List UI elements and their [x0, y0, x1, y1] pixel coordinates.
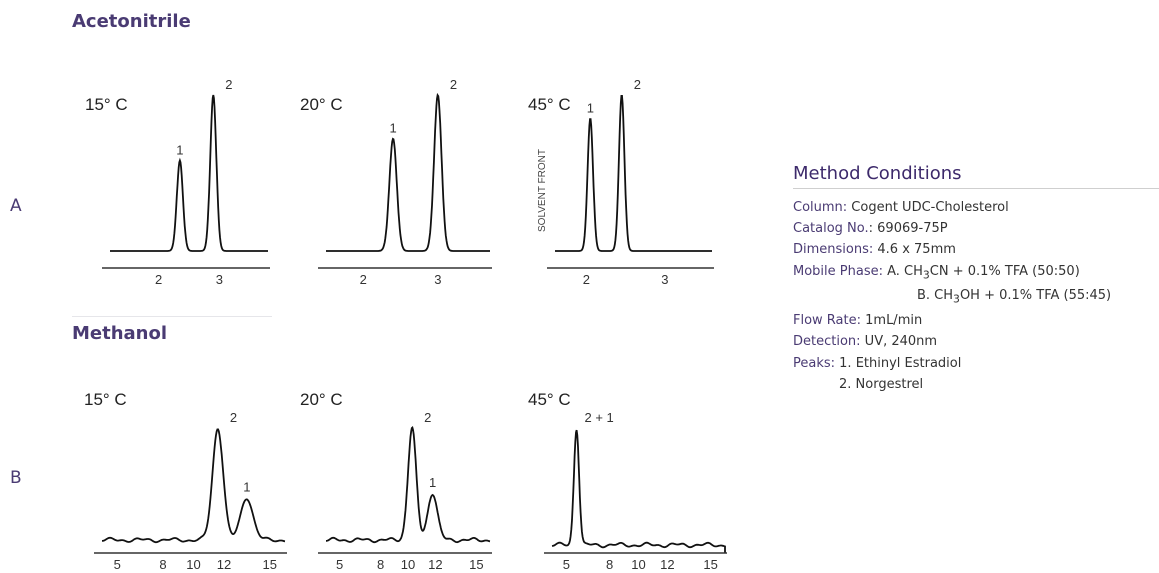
chromatogram-trace: [110, 94, 268, 252]
x-tick-label: 2: [360, 272, 367, 287]
method-conditions-panel: Method Conditions Column: Cogent UDC-Cho…: [793, 163, 1159, 395]
peak-label: 2: [225, 77, 232, 92]
chromatogram-trace: [326, 92, 490, 252]
x-tick-label: 15: [263, 557, 277, 572]
detection-line: Detection: UV, 240nm: [793, 334, 938, 350]
chart-title: 20° C: [300, 95, 343, 114]
peak-label: 1: [429, 475, 436, 490]
dimensions-line: Dimensions: 4.6 x 75mm: [793, 242, 956, 258]
x-tick-label: 8: [606, 557, 613, 572]
chart-title: 15° C: [84, 390, 127, 409]
catalog-line: Catalog No.: 69069-75P: [793, 221, 948, 237]
peak-label: 2: [230, 410, 237, 425]
x-tick-label: 15: [469, 557, 483, 572]
chromatogram-trace: [551, 429, 726, 553]
peak-label: 2: [450, 77, 457, 92]
x-tick-label: 10: [631, 557, 645, 572]
peak-label: 2: [634, 77, 641, 92]
x-tick-label: 3: [216, 272, 223, 287]
mobile-phase-line: Mobile Phase: A. CH3CN + 0.1% TFA (50:50…: [793, 263, 1080, 282]
chart-title: 20° C: [300, 390, 343, 409]
x-tick-label: 5: [114, 557, 121, 572]
x-tick-label: 5: [336, 557, 343, 572]
peak-label: 1: [243, 479, 250, 494]
mobile-phase-b-line: B. CH3OH + 0.1% TFA (55:45): [917, 288, 1112, 306]
peak-label: 2 + 1: [585, 410, 614, 425]
section-title-acetonitrile: Acetonitrile: [72, 11, 191, 32]
chart-title: 45° C: [528, 390, 571, 409]
x-tick-label: 12: [660, 557, 674, 572]
peaks-line: Peaks: 1. Ethinyl Estradiol: [793, 355, 962, 371]
x-tick-label: 2: [155, 272, 162, 287]
x-tick-label: 2: [583, 272, 590, 287]
x-tick-label: 12: [217, 557, 231, 572]
x-tick-label: 8: [377, 557, 384, 572]
chromatogram-trace: [102, 428, 286, 544]
section-divider: [72, 316, 272, 317]
section-title-methanol: Methanol: [72, 323, 168, 344]
chromatogram-trace: [326, 426, 491, 544]
chart-title: 45° C: [528, 95, 571, 114]
x-tick-label: 15: [703, 557, 717, 572]
solvent-front-annotation: SOLVENT FRONT: [537, 149, 548, 232]
peak-label: 1: [176, 143, 183, 158]
flow-rate-line: Flow Rate: 1mL/min: [793, 313, 923, 329]
peak-2-line: 2. Norgestrel: [839, 376, 924, 392]
chart-title: 15° C: [85, 95, 128, 114]
peak-label: 2: [424, 410, 431, 425]
x-tick-label: 3: [434, 272, 441, 287]
x-tick-label: 5: [563, 557, 570, 572]
x-tick-label: 10: [401, 557, 415, 572]
row-label-a: A: [10, 196, 22, 216]
peak-label: 1: [587, 100, 594, 115]
chromatogram-trace: [555, 95, 712, 252]
x-tick-label: 12: [428, 557, 442, 572]
row-label-b: B: [10, 468, 22, 488]
x-tick-label: 3: [661, 272, 668, 287]
method-conditions-heading: Method Conditions: [793, 163, 1159, 189]
column-line: Column: Cogent UDC-Cholesterol: [793, 200, 1009, 215]
peak-label: 1: [389, 121, 396, 136]
x-tick-label: 10: [186, 557, 200, 572]
x-tick-label: 8: [159, 557, 166, 572]
